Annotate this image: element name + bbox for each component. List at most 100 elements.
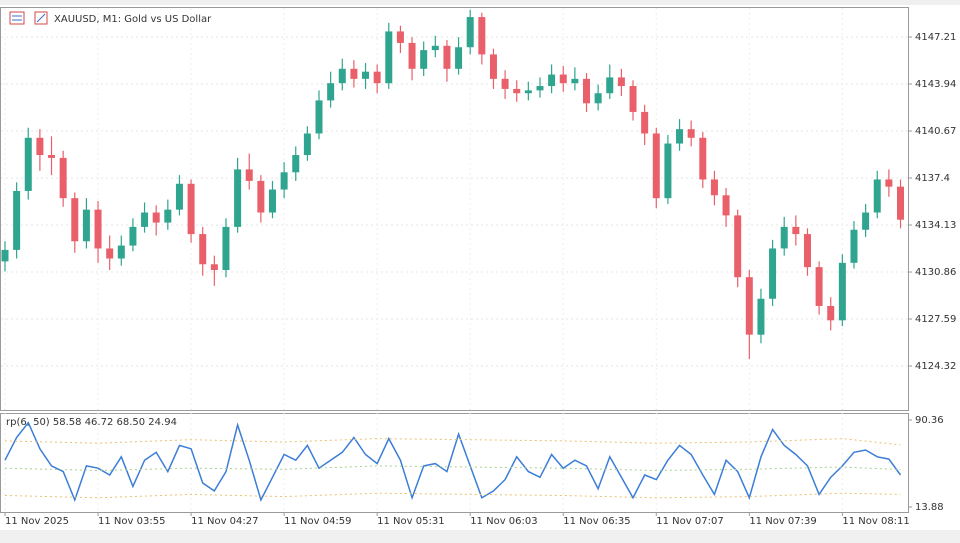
- candle-body: [769, 248, 777, 299]
- candle-body: [210, 264, 218, 271]
- candle-body: [431, 45, 439, 51]
- y-tick-label: 4140.67: [915, 126, 956, 137]
- candle-body: [687, 129, 695, 138]
- candle-body: [745, 277, 753, 335]
- icon: [36, 13, 46, 23]
- candle-body: [373, 71, 381, 84]
- candle-body: [234, 169, 242, 227]
- icon: [9, 11, 25, 25]
- candle-body: [59, 157, 67, 199]
- candle-body: [362, 71, 370, 79]
- candle-body: [885, 179, 893, 187]
- y-tick-label: 4124.32: [915, 361, 956, 372]
- candle-body: [141, 212, 149, 227]
- candle-body: [676, 129, 684, 144]
- candle-body: [734, 215, 742, 278]
- bottom-strip: [0, 530, 960, 543]
- x-tick-label: 11 Nov 04:59: [284, 516, 351, 527]
- candle-body: [489, 54, 497, 79]
- y-tick-label: 4147.21: [915, 32, 956, 43]
- indicator-line: [4, 492, 901, 499]
- x-tick-label: 11 Nov 04:27: [191, 516, 258, 527]
- candle-body: [327, 83, 335, 101]
- candle-body: [478, 17, 486, 55]
- candle-body: [71, 198, 79, 242]
- candle-body: [583, 78, 590, 104]
- x-tick-label: 11 Nov 06:03: [470, 516, 537, 527]
- candle-body: [164, 209, 172, 223]
- candle-body: [873, 179, 881, 213]
- indicator-pane: [0, 413, 909, 513]
- candle-body: [664, 143, 672, 199]
- candle-body: [420, 50, 428, 69]
- candle-body: [106, 248, 114, 259]
- candle-body: [303, 133, 311, 156]
- candle-body: [257, 180, 265, 213]
- candle-body: [571, 78, 579, 84]
- indicator-line: [4, 465, 901, 472]
- main-pane: [0, 7, 909, 411]
- candle-body: [897, 186, 905, 220]
- y-tick-label: 4143.94: [915, 79, 956, 90]
- candle-body: [315, 100, 323, 134]
- candle-body: [350, 68, 358, 79]
- x-tick-label: 11 Nov 08:11: [842, 516, 909, 527]
- x-tick-label: 11 Nov 05:31: [377, 516, 444, 527]
- x-tick-label: 11 Nov 07:07: [656, 516, 723, 527]
- indicator-line: [4, 438, 901, 446]
- indicator-line: [4, 421, 902, 503]
- candle-body: [710, 179, 718, 196]
- candle-body: [652, 133, 660, 199]
- candle-body: [117, 245, 125, 259]
- candle-body: [443, 45, 451, 69]
- candle-body: [466, 17, 474, 48]
- candle-body: [815, 267, 823, 306]
- candle-body: [559, 74, 567, 84]
- candle-body: [757, 298, 765, 335]
- candle-body: [385, 31, 393, 84]
- candle-body: [827, 305, 835, 321]
- x-tick-label: 11 Nov 03:55: [98, 516, 165, 527]
- candle-body: [536, 86, 544, 91]
- candle-body: [175, 183, 183, 210]
- chart-title: XAUUSD, M1: Gold vs US Dollar: [54, 14, 212, 25]
- candle-body: [152, 212, 160, 223]
- candle-body: [292, 155, 300, 173]
- y-tick-label: 90.36: [915, 415, 944, 426]
- x-tick-label: 11 Nov 2025: [5, 516, 69, 527]
- candle-body: [129, 226, 137, 246]
- x-tick-label: 11 Nov 06:35: [563, 516, 630, 527]
- x-tick-label: 11 Nov 07:39: [749, 516, 816, 527]
- candle-body: [268, 189, 276, 213]
- candle-body: [13, 190, 21, 250]
- candle-body: [792, 226, 800, 235]
- candle-body: [245, 169, 253, 181]
- candle-body: [187, 183, 195, 235]
- candle-body: [803, 234, 811, 268]
- candle-body: [338, 68, 346, 84]
- candle-body: [606, 77, 614, 94]
- candle-body: [722, 195, 730, 216]
- candle-body: [780, 226, 788, 249]
- y-tick-label: 13.88: [915, 502, 944, 513]
- y-tick-label: 4137.4: [915, 173, 950, 184]
- top-strip: [0, 0, 960, 5]
- candle-body: [862, 212, 870, 230]
- candle-body: [280, 172, 288, 190]
- y-tick-label: 4134.13: [915, 220, 956, 231]
- candle-body: [199, 234, 207, 265]
- candle-body: [48, 155, 56, 158]
- candle-body: [594, 93, 602, 104]
- candle-body: [850, 229, 858, 263]
- candle-body: [641, 111, 649, 134]
- candle-body: [513, 88, 521, 94]
- candle-body: [396, 31, 404, 43]
- candle-body: [94, 209, 102, 249]
- candle-body: [629, 86, 637, 112]
- candle-body: [82, 209, 90, 242]
- candle-body: [408, 42, 416, 69]
- candle-body: [501, 78, 509, 89]
